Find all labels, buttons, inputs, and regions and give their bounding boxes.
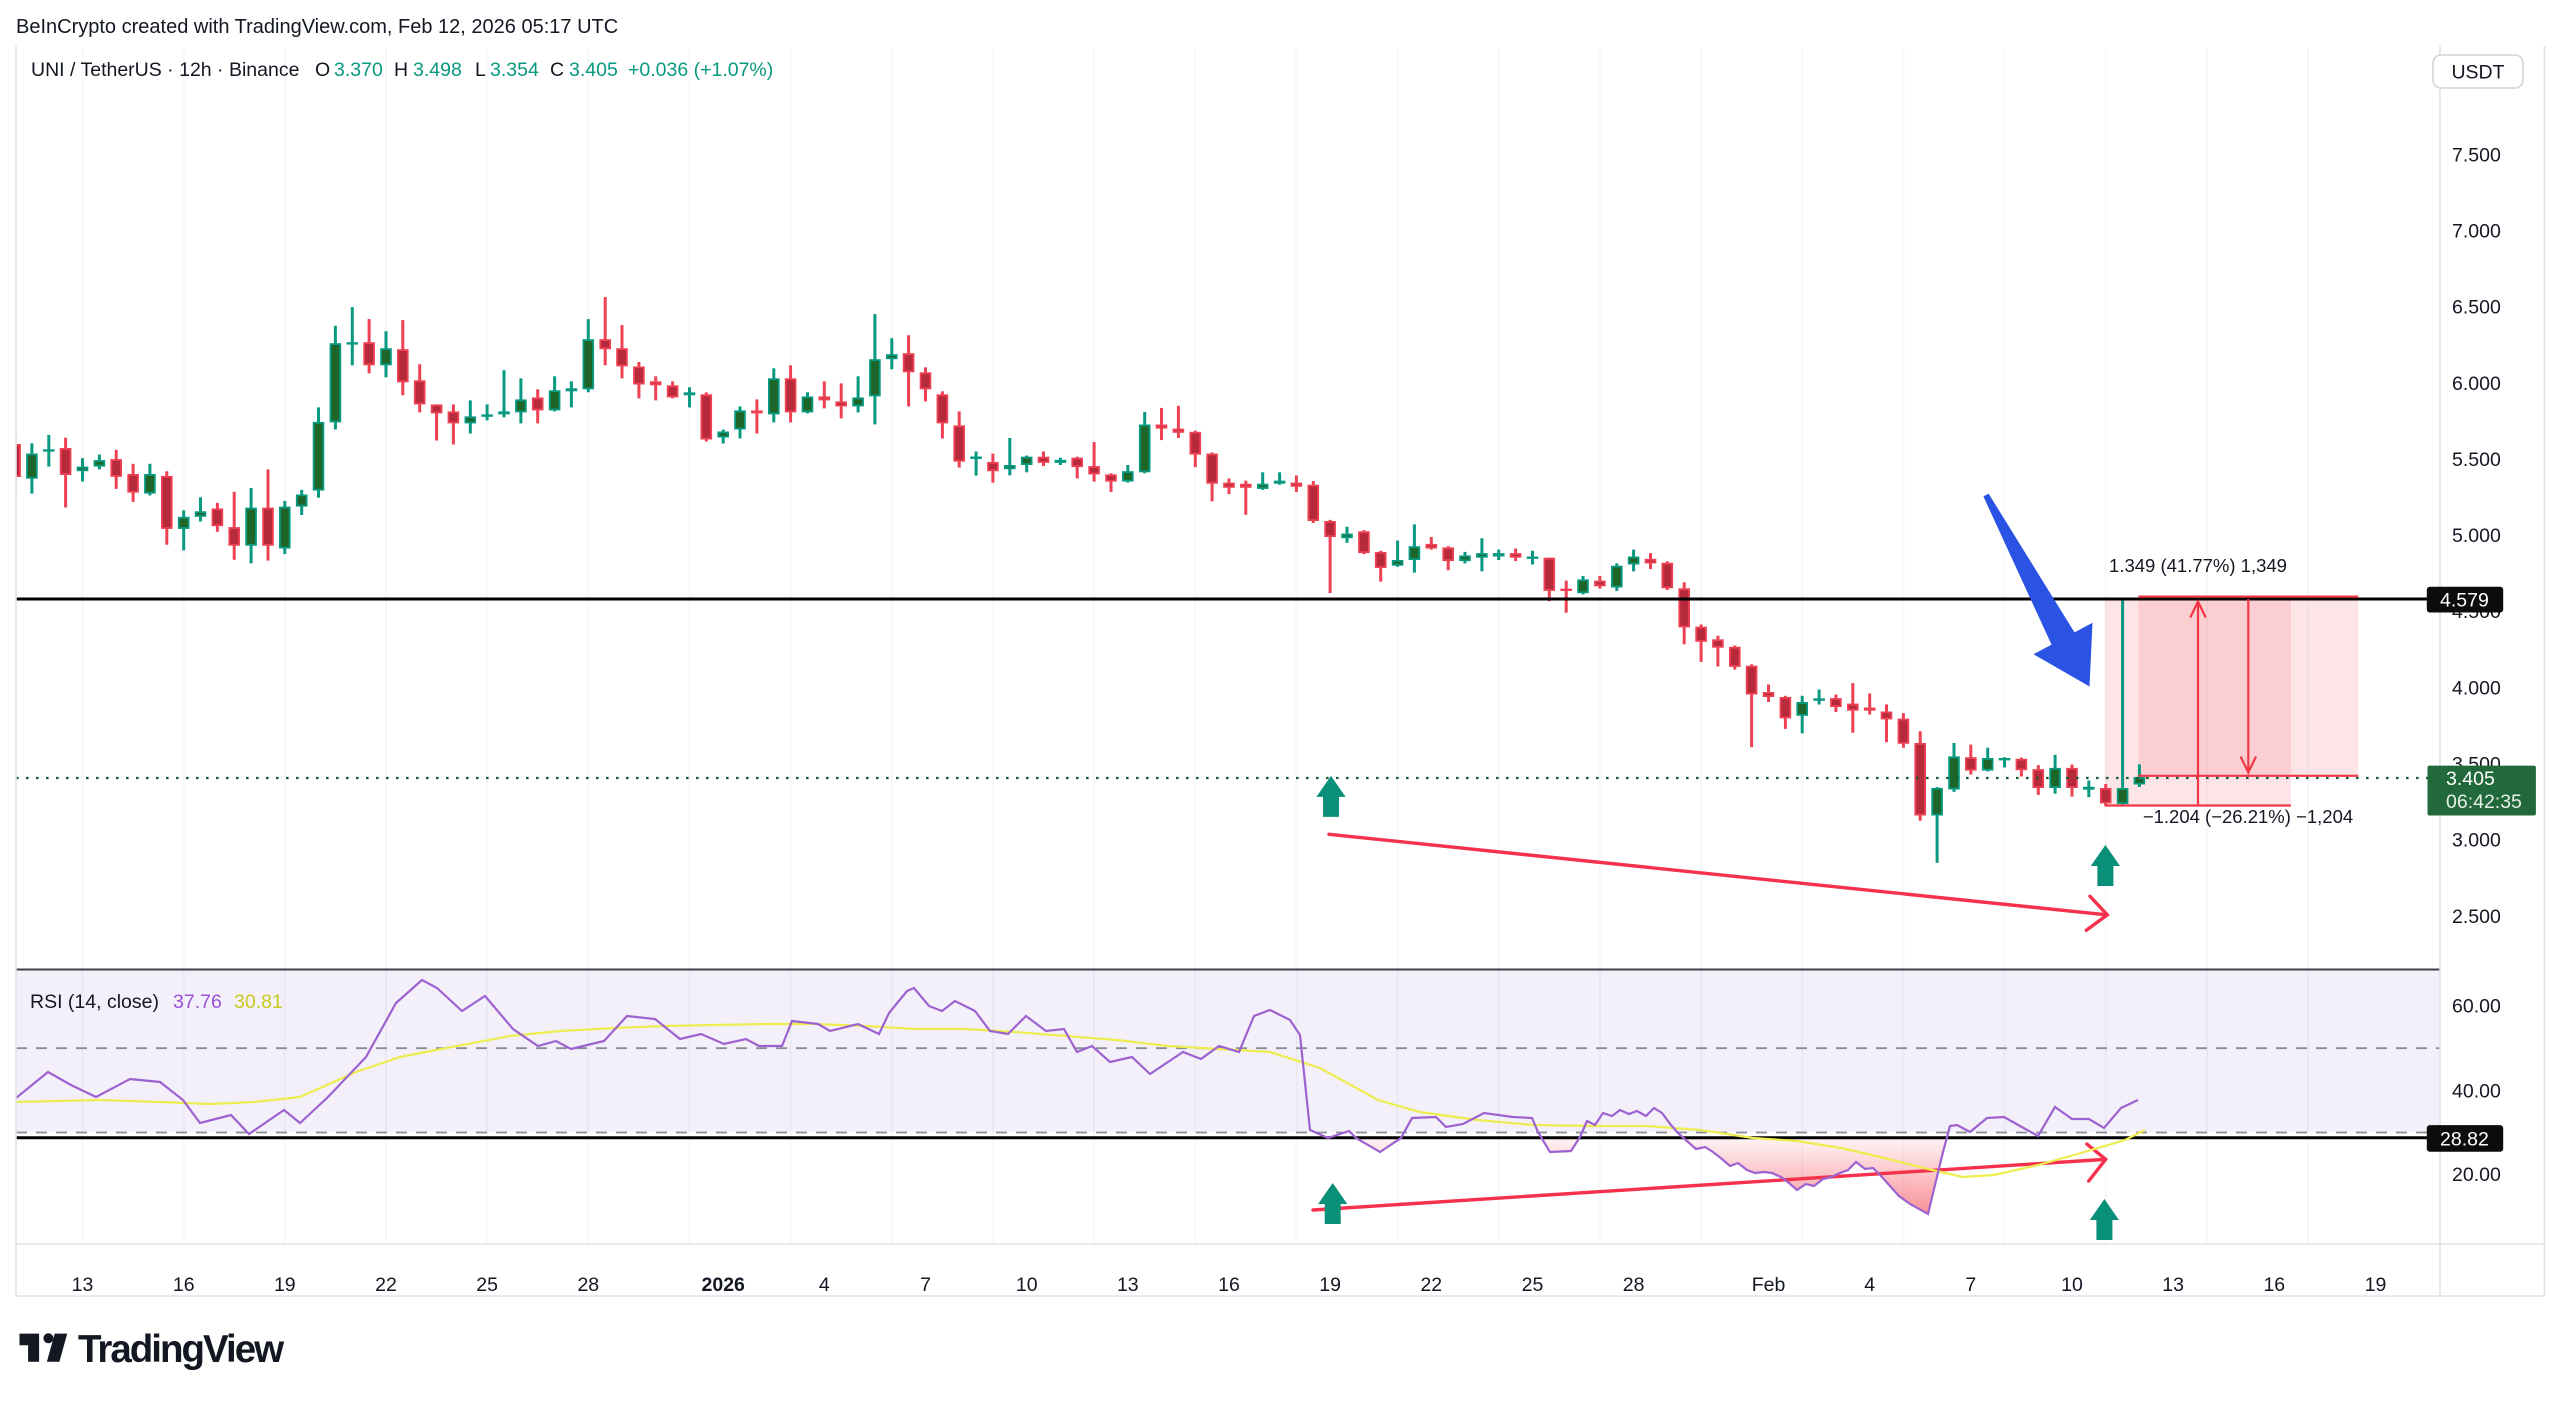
svg-text:20.00: 20.00 (2452, 1164, 2501, 1186)
svg-text:6.000: 6.000 (2452, 373, 2501, 395)
svg-text:16: 16 (2263, 1274, 2285, 1296)
svg-text:2026: 2026 (702, 1274, 746, 1296)
svg-text:19: 19 (2365, 1274, 2387, 1296)
svg-text:C: C (550, 59, 564, 81)
svg-text:4: 4 (819, 1274, 830, 1296)
svg-text:3.370: 3.370 (334, 59, 383, 81)
svg-text:RSI (14, close): RSI (14, close) (30, 991, 159, 1013)
svg-text:10: 10 (2061, 1274, 2083, 1296)
svg-text:TradingView: TradingView (78, 1328, 285, 1371)
svg-text:4.579: 4.579 (2440, 590, 2489, 612)
svg-text:7.500: 7.500 (2452, 144, 2501, 166)
svg-text:O: O (315, 59, 330, 81)
svg-text:Feb: Feb (1752, 1274, 1786, 1296)
svg-text:7: 7 (1965, 1274, 1976, 1296)
svg-text:−1.204 (−26.21%) −1,204: −1.204 (−26.21%) −1,204 (2143, 806, 2353, 827)
svg-text:BeInCrypto created with Tradin: BeInCrypto created with TradingView.com,… (16, 16, 618, 38)
svg-text:13: 13 (2162, 1274, 2184, 1296)
svg-text:60.00: 60.00 (2452, 996, 2501, 1018)
svg-text:25: 25 (476, 1274, 498, 1296)
svg-text:H: H (394, 59, 408, 81)
svg-text:22: 22 (1420, 1274, 1442, 1296)
svg-text:22: 22 (375, 1274, 397, 1296)
svg-text:7.000: 7.000 (2452, 221, 2501, 243)
svg-text:28: 28 (1623, 1274, 1645, 1296)
svg-text:13: 13 (72, 1274, 94, 1296)
svg-text:28.82: 28.82 (2440, 1128, 2489, 1150)
svg-text:3.405: 3.405 (569, 59, 618, 81)
svg-text:1.349 (41.77%) 1,349: 1.349 (41.77%) 1,349 (2109, 555, 2287, 576)
svg-text:13: 13 (1117, 1274, 1139, 1296)
svg-text:+0.036 (+1.07%): +0.036 (+1.07%) (628, 59, 773, 81)
svg-text:3.405: 3.405 (2446, 768, 2495, 790)
svg-text:25: 25 (1522, 1274, 1544, 1296)
svg-text:6.500: 6.500 (2452, 297, 2501, 319)
svg-text:4: 4 (1864, 1274, 1875, 1296)
svg-text:4.000: 4.000 (2452, 677, 2501, 699)
svg-text:7: 7 (920, 1274, 931, 1296)
svg-text:37.76: 37.76 (173, 991, 222, 1013)
svg-text:19: 19 (1319, 1274, 1341, 1296)
svg-text:3.498: 3.498 (413, 59, 462, 81)
svg-text:USDT: USDT (2451, 62, 2504, 84)
svg-text:30.81: 30.81 (234, 991, 283, 1013)
svg-text:40.00: 40.00 (2452, 1081, 2501, 1103)
svg-text:2.500: 2.500 (2452, 906, 2501, 928)
svg-text:06:42:35: 06:42:35 (2446, 791, 2522, 813)
svg-text:5.500: 5.500 (2452, 449, 2501, 471)
svg-text:L: L (475, 59, 486, 81)
svg-text:10: 10 (1016, 1274, 1038, 1296)
svg-text:16: 16 (1218, 1274, 1240, 1296)
svg-text:3.000: 3.000 (2452, 830, 2501, 852)
svg-text:16: 16 (173, 1274, 195, 1296)
svg-text:19: 19 (274, 1274, 296, 1296)
svg-text:3.354: 3.354 (490, 59, 539, 81)
svg-text:UNI / TetherUS · 12h · Binance: UNI / TetherUS · 12h · Binance (31, 59, 299, 81)
svg-text:5.000: 5.000 (2452, 525, 2501, 547)
svg-text:28: 28 (577, 1274, 599, 1296)
